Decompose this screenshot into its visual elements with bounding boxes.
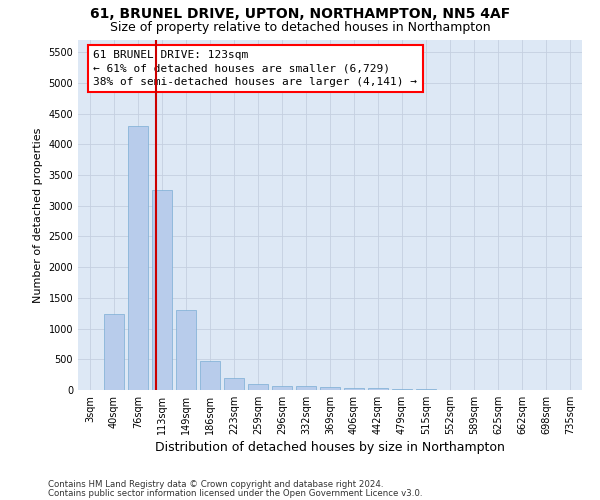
Bar (320, 386, 340, 390)
Bar (344, 388, 364, 390)
Bar (104, 314, 124, 390)
Bar (248, 384, 268, 390)
Text: 61 BRUNEL DRIVE: 123sqm
← 61% of detached houses are smaller (6,729)
38% of semi: 61 BRUNEL DRIVE: 123sqm ← 61% of detache… (93, 50, 417, 87)
Text: Contains HM Land Registry data © Crown copyright and database right 2024.: Contains HM Land Registry data © Crown c… (48, 480, 383, 489)
Bar (128, 126, 148, 390)
Y-axis label: Number of detached properties: Number of detached properties (33, 128, 43, 302)
Text: Size of property relative to detached houses in Northampton: Size of property relative to detached ho… (110, 21, 490, 34)
Bar (392, 389, 412, 390)
Bar (368, 388, 388, 390)
Bar (224, 378, 244, 390)
Bar (176, 310, 196, 390)
Bar (296, 386, 316, 390)
X-axis label: Distribution of detached houses by size in Northampton: Distribution of detached houses by size … (155, 442, 505, 454)
Bar (152, 190, 172, 390)
Text: 61, BRUNEL DRIVE, UPTON, NORTHAMPTON, NN5 4AF: 61, BRUNEL DRIVE, UPTON, NORTHAMPTON, NN… (90, 8, 510, 22)
Bar (200, 361, 220, 390)
Text: Contains public sector information licensed under the Open Government Licence v3: Contains public sector information licen… (48, 489, 422, 498)
Bar (272, 386, 292, 390)
